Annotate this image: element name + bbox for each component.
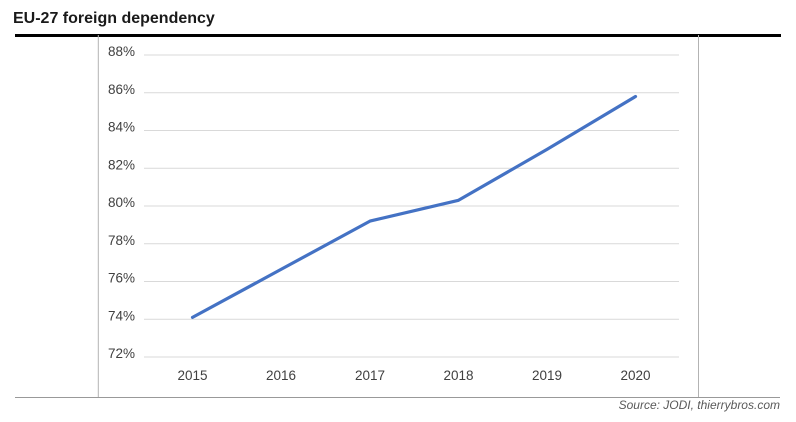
svg-text:2020: 2020 xyxy=(620,368,650,383)
svg-text:2019: 2019 xyxy=(532,368,562,383)
svg-text:80%: 80% xyxy=(108,195,135,210)
svg-text:2016: 2016 xyxy=(266,368,296,383)
svg-text:86%: 86% xyxy=(108,82,135,97)
svg-text:2018: 2018 xyxy=(443,368,473,383)
svg-text:72%: 72% xyxy=(108,346,135,361)
svg-text:76%: 76% xyxy=(108,271,135,286)
svg-text:78%: 78% xyxy=(108,233,135,248)
svg-text:88%: 88% xyxy=(108,44,135,59)
svg-text:74%: 74% xyxy=(108,308,135,323)
svg-text:84%: 84% xyxy=(108,120,135,135)
svg-text:2015: 2015 xyxy=(177,368,207,383)
svg-text:82%: 82% xyxy=(108,157,135,172)
svg-text:2017: 2017 xyxy=(355,368,385,383)
